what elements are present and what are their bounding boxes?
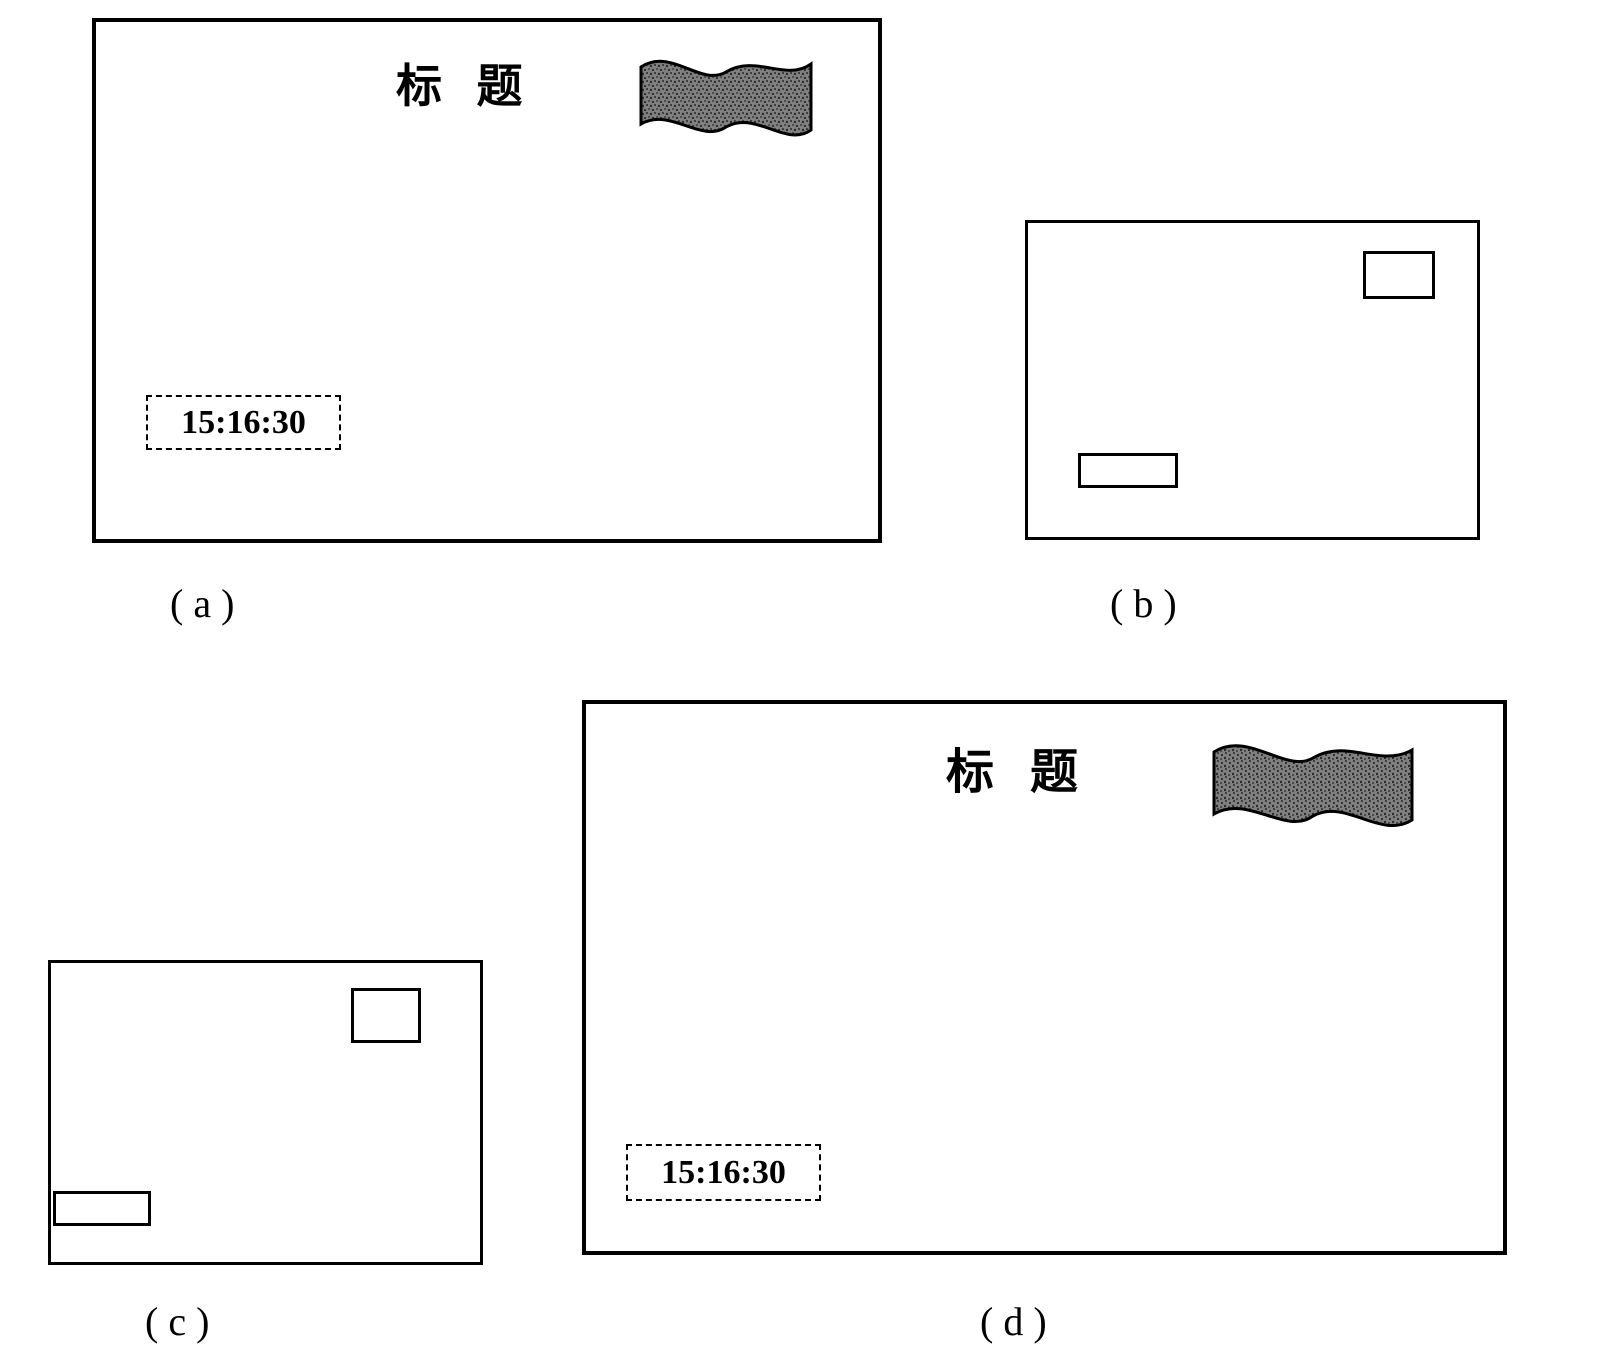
panel-d-flag-icon [1208, 736, 1418, 834]
panel-c-lower-rect [53, 1191, 151, 1226]
caption-a: ( a ) [170, 580, 234, 627]
panel-c [48, 960, 483, 1265]
caption-d: ( d ) [980, 1298, 1047, 1345]
caption-b: ( b ) [1110, 580, 1177, 627]
panel-b [1025, 220, 1480, 540]
panel-a-flag-icon [636, 52, 816, 142]
panel-b-lower-rect [1078, 453, 1178, 488]
panel-a: 标 题 15:16:30 [92, 18, 882, 543]
panel-b-upper-rect [1363, 251, 1435, 299]
panel-d: 标 题 15:16:30 [582, 700, 1507, 1255]
panel-c-upper-rect [351, 988, 421, 1043]
panel-d-time-text: 15:16:30 [661, 1154, 786, 1192]
panel-a-title: 标 题 [396, 50, 534, 116]
panel-a-time-box: 15:16:30 [146, 395, 341, 450]
panel-d-title: 标 题 [946, 732, 1090, 802]
panel-a-time-text: 15:16:30 [181, 404, 306, 442]
caption-c: ( c ) [145, 1298, 209, 1345]
figure-page: 标 题 15:16:30 ( a ) [0, 0, 1599, 1367]
panel-d-time-box: 15:16:30 [626, 1144, 821, 1201]
